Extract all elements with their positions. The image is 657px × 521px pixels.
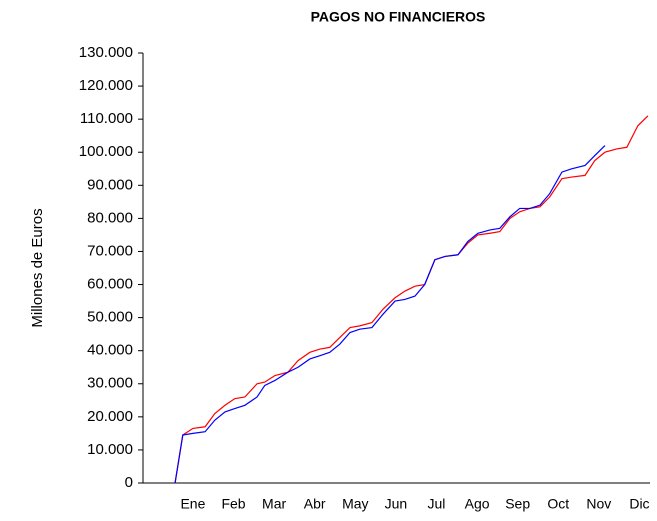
x-tick-label: Feb xyxy=(221,496,245,512)
x-tick-label: Ene xyxy=(180,496,205,512)
x-tick-label: Mar xyxy=(262,496,286,512)
x-tick-label: Jun xyxy=(385,496,408,512)
y-tick-label: 10.000 xyxy=(87,441,133,458)
y-tick-label: 120.000 xyxy=(79,77,133,94)
y-tick-label: 0 xyxy=(125,474,133,491)
x-tick-label: Jul xyxy=(428,496,446,512)
y-tick-label: 80.000 xyxy=(87,209,133,226)
y-tick-label: 40.000 xyxy=(87,342,133,359)
x-tick-label: Ago xyxy=(465,496,490,512)
y-tick-label: 100.000 xyxy=(79,143,133,160)
x-tick-label: Dic xyxy=(629,496,649,512)
x-tick-label: Oct xyxy=(547,496,569,512)
x-tick-label: Nov xyxy=(586,496,611,512)
y-tick-label: 60.000 xyxy=(87,276,133,293)
x-tick-label: May xyxy=(342,496,368,512)
y-tick-label: 70.000 xyxy=(87,242,133,259)
y-axis-label: Millones de Euros xyxy=(29,208,46,327)
y-tick-label: 50.000 xyxy=(87,309,133,326)
y-tick-label: 110.000 xyxy=(80,110,133,127)
chart-title: PAGOS NO FINANCIEROS xyxy=(311,9,486,25)
x-tick-label: Sep xyxy=(505,496,530,512)
y-tick-label: 130.000 xyxy=(79,44,133,61)
y-tick-label: 90.000 xyxy=(87,176,133,193)
y-tick-label: 30.000 xyxy=(87,375,133,392)
line-series xyxy=(174,145,606,484)
x-tick-label: Abr xyxy=(304,496,326,512)
y-tick-label: 20.000 xyxy=(87,408,133,425)
line-series xyxy=(174,115,649,484)
